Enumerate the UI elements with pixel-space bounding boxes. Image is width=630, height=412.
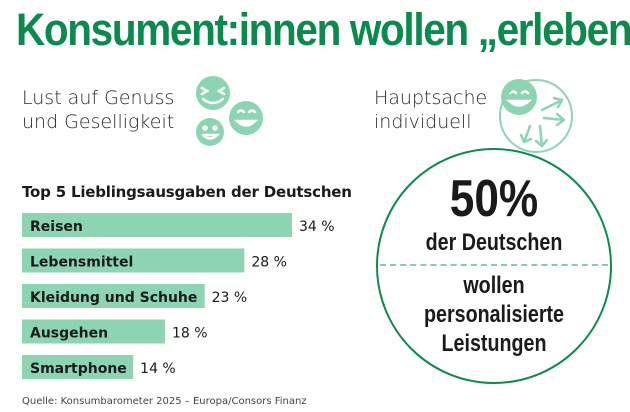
bar-category-label: Lebensmittel xyxy=(30,255,133,271)
bar-category-label: Ausgehen xyxy=(30,326,108,342)
feature-left-label: Lust auf Genuss und Geselligkeit xyxy=(22,86,174,134)
bar-value-label: 34 % xyxy=(299,219,335,235)
feature-left-line2: und Geselligkeit xyxy=(22,111,175,133)
dashed-divider xyxy=(380,264,608,266)
bar-category-label: Kleidung und Schuhe xyxy=(30,290,197,306)
highlight-percent: 50% xyxy=(449,170,539,228)
bar-1 xyxy=(22,248,245,273)
bar-chart: Reisen 34 % Lebensmittel 28 % Kleidung und S… xyxy=(22,213,335,379)
feature-right-line2: individuell xyxy=(374,111,472,133)
bar-0 xyxy=(22,213,292,237)
highlight-text: wollen personalisierte Leistungen xyxy=(397,271,591,358)
highlight-circle xyxy=(376,148,612,384)
highlight-line: wollen xyxy=(463,272,525,299)
smiley-faces-icon xyxy=(196,76,263,146)
bar-4 xyxy=(22,355,134,379)
source-note: Quelle: Konsumbarometer 2025 – Europa/Co… xyxy=(22,396,307,407)
feature-right-label: Hauptsache individuell xyxy=(374,86,487,134)
highlight-line: personalisierte xyxy=(423,301,565,328)
feature-right-line1: Hauptsache xyxy=(374,87,488,109)
bar-2 xyxy=(22,284,205,308)
bar-3 xyxy=(22,319,165,344)
smiley-arrows-icon xyxy=(499,79,573,153)
bar-category-label: Reisen xyxy=(30,219,83,235)
bar-category-label: Smartphone xyxy=(30,361,127,377)
bar-value-label: 28 % xyxy=(251,255,287,271)
bar-value-label: 18 % xyxy=(172,326,208,342)
page-title: Konsument:innen wollen „erleben“ xyxy=(16,4,630,55)
feature-left-line1: Lust auf Genuss xyxy=(22,87,175,109)
highlight-subject: der Deutschen xyxy=(425,229,563,256)
bar-value-label: 23 % xyxy=(212,290,248,306)
highlight-line: Leistungen xyxy=(441,330,547,357)
bar-value-label: 14 % xyxy=(140,361,176,377)
chart-title: Top 5 Lieblingsausgaben der Deutschen xyxy=(22,183,352,201)
